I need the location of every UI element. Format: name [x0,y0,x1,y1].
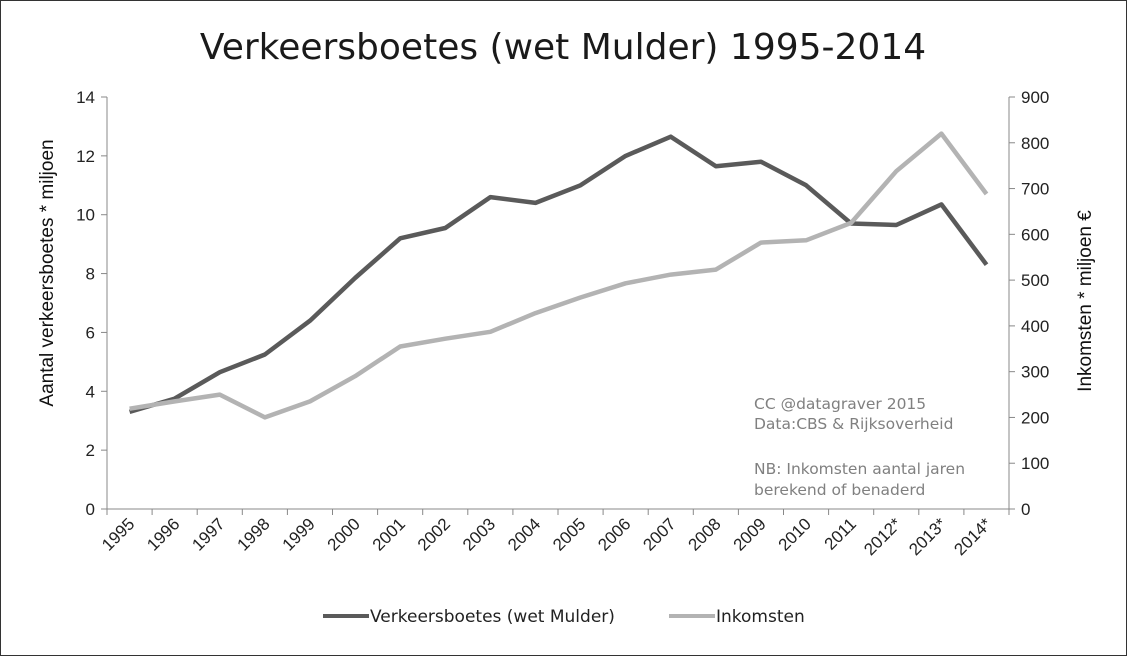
right-tick-label: 800 [1021,134,1049,153]
series-line-inkomsten [129,131,989,420]
x-tick-label: 2002 [414,514,454,554]
left-tick-label: 4 [86,382,95,401]
right-tick-label: 400 [1021,317,1049,336]
legend-label-inkomsten: Inkomsten [716,607,805,627]
right-tick-label: 500 [1021,271,1049,290]
x-tick-label: 2014* [950,514,995,559]
credit-line-2: Data:CBS & Rijksoverheid [754,415,953,433]
left-tick-label: 10 [76,206,95,225]
x-tick-label: 1997 [188,514,228,554]
x-tick-label: 2004 [504,514,544,554]
legend-label-verkeersboetes: Verkeersboetes (wet Mulder) [370,607,615,627]
left-tick-label: 6 [86,323,95,342]
right-tick-label: 200 [1021,408,1049,427]
left-axis-title: Aantal verkeersboetes * miljoen [37,139,58,406]
x-tick-label: 2006 [594,514,634,554]
x-tick-label: 1999 [279,514,319,554]
credit-line-1: CC @datagraver 2015 [754,395,926,413]
left-axis-ticks: 0 2 4 6 8 10 12 14 [76,88,107,519]
right-axis-ticks: 0 100 200 300 400 500 600 700 800 900 [1009,88,1049,519]
x-tick-label: 1996 [143,514,183,554]
x-tick-label: 2005 [549,514,589,554]
x-tick-label: 1995 [98,514,138,554]
note-line-2: berekend of benaderd [754,481,925,499]
x-tick-label: 2003 [459,514,499,554]
left-tick-label: 14 [76,88,95,107]
chart-title: Verkeersboetes (wet Mulder) 1995-2014 [200,27,926,68]
series-lines [128,131,989,420]
left-tick-label: 12 [76,147,95,166]
left-tick-label: 8 [86,265,95,284]
right-tick-label: 900 [1021,88,1049,107]
x-tick-label: 2009 [730,514,770,554]
right-axis-title: Inkomsten * miljoen € [1075,210,1096,392]
x-tick-label: 2013* [905,514,950,559]
right-tick-label: 700 [1021,180,1049,199]
x-tick-label: 2007 [639,514,679,554]
x-tick-label: 2011 [821,514,860,553]
x-tick-label: 2010 [775,514,815,554]
note-line-1: NB: Inkomsten aantal jaren [754,460,965,478]
x-tick-label: 1998 [233,514,273,554]
x-tick-label: 2008 [684,514,724,554]
right-tick-label: 100 [1021,454,1049,473]
left-tick-label: 2 [86,441,95,460]
left-tick-label: 0 [86,500,95,519]
right-tick-label: 300 [1021,363,1049,382]
right-tick-label: 600 [1021,225,1049,244]
x-tick-label: 2001 [369,514,409,554]
x-axis-ticks: 1995 1996 1997 1998 1999 2000 2001 2002 2003 2004… [98,509,1010,559]
right-tick-label: 0 [1021,500,1030,519]
x-tick-label: 2012* [860,514,905,559]
x-tick-label: 2000 [324,514,364,554]
legend: Verkeersboetes (wet Mulder) Inkomsten [323,607,805,627]
series-line-verkeersboetes [128,134,989,415]
